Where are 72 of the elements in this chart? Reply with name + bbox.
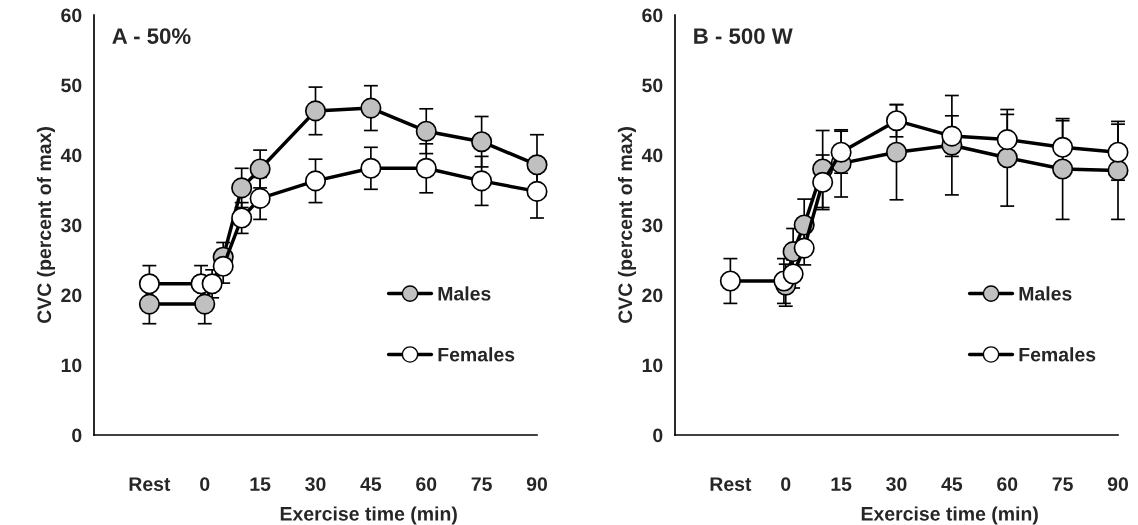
- point: [360, 97, 382, 119]
- x-tick-label: 90: [526, 477, 548, 491]
- x-tick-label: 60: [416, 477, 437, 491]
- legend-label: Females: [438, 347, 515, 362]
- point: [231, 207, 253, 229]
- x-tick-label: Rest: [129, 477, 171, 491]
- x-tick-label: 45: [941, 477, 963, 491]
- y-axis-title: CVC (percent of max): [36, 127, 56, 324]
- x-tick-label: 30: [886, 477, 907, 491]
- y-tick-label: 0: [72, 428, 82, 443]
- point: [885, 110, 908, 132]
- y-tick-label: 0: [653, 428, 663, 443]
- point: [415, 120, 437, 142]
- y-tick-label: 40: [60, 148, 82, 163]
- y-tick-label: 60: [61, 8, 82, 23]
- y-tick-label: 30: [642, 218, 663, 233]
- x-tick-label: 75: [1052, 477, 1073, 491]
- legend-label: Males: [438, 286, 491, 301]
- x-tick-label: 45: [360, 477, 382, 491]
- x-tick-label: 0: [200, 477, 210, 491]
- point: [304, 100, 327, 122]
- y-tick-label: 20: [61, 288, 82, 303]
- y-axis-title: CVC (percent of max): [617, 127, 637, 324]
- x-tick-label: Rest: [710, 477, 752, 491]
- x-tick-label: 0: [781, 477, 791, 491]
- x-tick-label: 15: [250, 477, 271, 491]
- point: [304, 170, 327, 192]
- y-tick-label: 10: [642, 358, 663, 373]
- point: [996, 129, 1018, 151]
- y-tick-label: 40: [641, 148, 663, 163]
- point: [249, 158, 271, 180]
- point: [249, 187, 271, 209]
- point: [1107, 159, 1129, 181]
- point: [471, 170, 493, 192]
- x-axis-title: Exercise time (min): [280, 506, 457, 525]
- point: [138, 273, 160, 295]
- point: [885, 141, 908, 163]
- y-tick-label: 20: [642, 288, 663, 303]
- y-tick-label: 30: [61, 218, 82, 233]
- x-tick-label: 60: [997, 477, 1018, 491]
- point: [526, 154, 548, 176]
- legend-label: Males: [1019, 286, 1072, 301]
- point: [231, 177, 253, 199]
- point: [1052, 158, 1074, 180]
- y-tick-label: 10: [61, 358, 82, 373]
- x-tick-label: 90: [1107, 477, 1129, 491]
- legend-label: Females: [1019, 347, 1096, 362]
- point: [719, 270, 741, 292]
- point: [941, 125, 963, 147]
- point: [812, 171, 834, 193]
- point: [1052, 136, 1074, 158]
- y-tick-label: 60: [642, 8, 663, 23]
- chart-title: A - 50%: [112, 28, 191, 44]
- point: [996, 147, 1018, 169]
- point: [830, 141, 852, 163]
- y-tick-label: 50: [642, 78, 663, 93]
- point: [201, 273, 223, 295]
- point: [415, 157, 437, 179]
- chart-title: B - 500 W: [694, 28, 793, 44]
- point: [138, 293, 160, 315]
- point: [526, 180, 548, 202]
- x-axis-title: Exercise time (min): [861, 506, 1038, 525]
- x-tick-label: 75: [471, 477, 492, 491]
- point: [471, 131, 493, 153]
- point: [360, 157, 382, 179]
- point: [793, 237, 815, 259]
- point: [194, 293, 216, 315]
- point: [1107, 141, 1129, 163]
- x-tick-label: 30: [305, 477, 326, 491]
- x-tick-label: 15: [831, 477, 852, 491]
- point: [212, 255, 234, 277]
- y-tick-label: 50: [61, 78, 82, 93]
